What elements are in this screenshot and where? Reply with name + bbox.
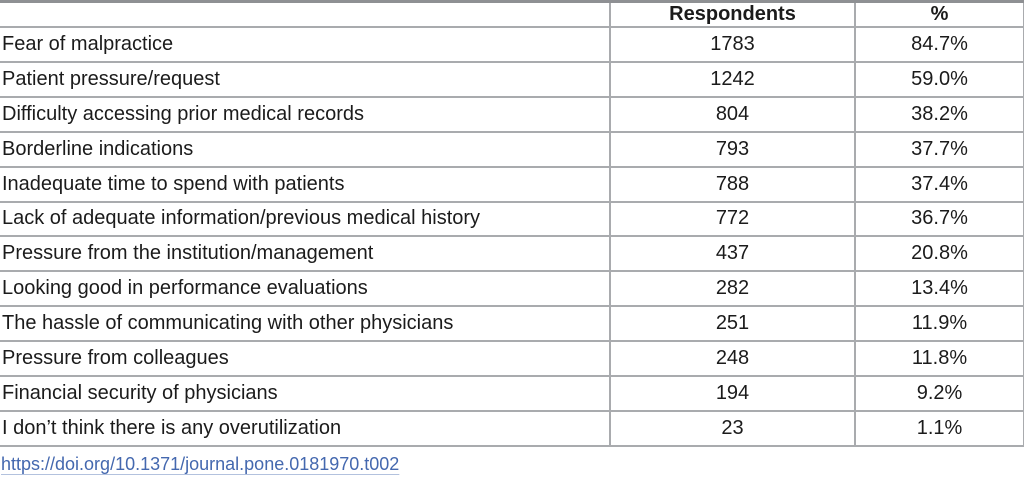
table-row: I don’t think there is any overutilizati… xyxy=(0,410,1024,448)
respondents-cell: 437 xyxy=(609,236,855,273)
respondents-cell: 23 xyxy=(609,410,855,448)
respondents-cell: 282 xyxy=(609,271,855,308)
reason-cell: Difficulty accessing prior medical recor… xyxy=(0,96,610,133)
percent-cell: 1.1% xyxy=(854,410,1024,448)
header-row: Respondents % xyxy=(0,1,1024,28)
respondents-cell: 772 xyxy=(609,201,855,238)
reason-cell: The hassle of communicating with other p… xyxy=(0,306,610,343)
percent-cell: 59.0% xyxy=(854,61,1024,98)
table-row: Looking good in performance evaluations … xyxy=(0,271,1024,308)
respondents-cell: 804 xyxy=(609,96,855,133)
reason-cell: Looking good in performance evaluations xyxy=(0,271,610,308)
table-row: Patient pressure/request 1242 59.0% xyxy=(0,61,1024,98)
reason-cell: I don’t think there is any overutilizati… xyxy=(0,410,610,448)
percent-cell: 37.7% xyxy=(854,131,1024,168)
reason-cell: Fear of malpractice xyxy=(0,27,610,63)
percent-cell: 37.4% xyxy=(854,166,1024,203)
reason-cell: Inadequate time to spend with patients xyxy=(0,166,610,203)
doi-link[interactable]: https://doi.org/10.1371/journal.pone.018… xyxy=(1,454,400,474)
respondents-cell: 248 xyxy=(609,341,855,378)
column-header-respondents: Respondents xyxy=(609,1,855,28)
column-header-percent: % xyxy=(854,1,1024,28)
reason-cell: Pressure from the institution/management xyxy=(0,236,610,273)
table-row: Borderline indications 793 37.7% xyxy=(0,131,1024,168)
respondents-cell: 788 xyxy=(609,166,855,203)
percent-cell: 36.7% xyxy=(854,201,1024,238)
table-row: Pressure from colleagues 248 11.8% xyxy=(0,341,1024,378)
percent-cell: 84.7% xyxy=(854,27,1024,63)
reason-cell: Borderline indications xyxy=(0,131,610,168)
reason-cell: Pressure from colleagues xyxy=(0,341,610,378)
percent-cell: 11.8% xyxy=(854,341,1024,378)
column-header-reason xyxy=(0,1,610,28)
respondents-cell: 251 xyxy=(609,306,855,343)
table-row: Fear of malpractice 1783 84.7% xyxy=(0,27,1024,63)
respondents-cell: 1242 xyxy=(609,61,855,98)
reason-cell: Patient pressure/request xyxy=(0,61,610,98)
table-row: Pressure from the institution/management… xyxy=(0,236,1024,273)
table-row: Inadequate time to spend with patients 7… xyxy=(0,166,1024,203)
reason-cell: Financial security of physicians xyxy=(0,376,610,412)
table-row: Lack of adequate information/previous me… xyxy=(0,201,1024,238)
percent-cell: 13.4% xyxy=(854,271,1024,308)
respondents-cell: 194 xyxy=(609,376,855,412)
percent-cell: 11.9% xyxy=(854,306,1024,343)
table-row: Difficulty accessing prior medical recor… xyxy=(0,96,1024,133)
percent-cell: 9.2% xyxy=(854,376,1024,412)
table-row: The hassle of communicating with other p… xyxy=(0,306,1024,343)
percent-cell: 20.8% xyxy=(854,236,1024,273)
respondents-cell: 793 xyxy=(609,131,855,168)
percent-cell: 38.2% xyxy=(854,96,1024,133)
respondents-cell: 1783 xyxy=(609,27,855,63)
reasons-table: Respondents % Fear of malpractice 1783 8… xyxy=(0,0,1024,448)
reason-cell: Lack of adequate information/previous me… xyxy=(0,201,610,238)
table-row: Financial security of physicians 194 9.2… xyxy=(0,376,1024,412)
doi-row: https://doi.org/10.1371/journal.pone.018… xyxy=(0,447,1024,475)
